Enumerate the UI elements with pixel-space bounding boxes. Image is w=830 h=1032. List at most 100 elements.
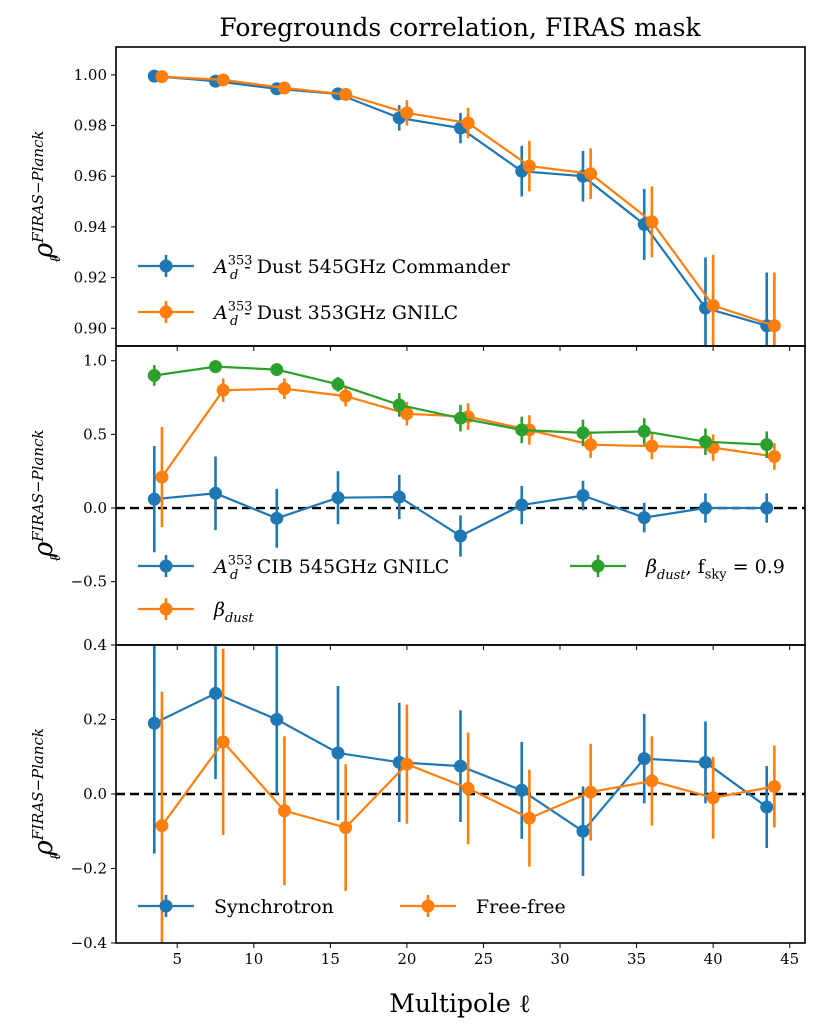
legend-label: A353 d - Dust 545GHz Commander bbox=[212, 253, 511, 283]
data-point bbox=[392, 490, 406, 504]
series-line bbox=[161, 387, 775, 478]
x-tick-label: 5 bbox=[172, 950, 182, 968]
legend-entry-1: A353 d - CIB 545GHz GNILC bbox=[138, 553, 449, 583]
series-2 bbox=[155, 70, 781, 346]
data-point bbox=[760, 501, 774, 515]
y-tick-label: 0.5 bbox=[83, 425, 107, 443]
axes-frame bbox=[115, 644, 806, 944]
data-point bbox=[645, 215, 659, 229]
data-point bbox=[400, 407, 414, 421]
x-tick-label: 45 bbox=[780, 950, 799, 968]
data-point bbox=[331, 746, 345, 760]
data-point bbox=[576, 426, 590, 440]
legend-entry-2: βdust bbox=[138, 598, 254, 626]
legend: Synchrotron Free-free bbox=[138, 895, 566, 918]
data-point bbox=[277, 382, 291, 396]
panel-3: −0.4 −0.2 0.0 0.2 0.4 5 10 15 20 25 30 35 40 45 ρFIRAS… bbox=[29, 636, 806, 968]
data-point bbox=[576, 489, 590, 502]
data-point bbox=[767, 780, 781, 794]
data-point bbox=[576, 824, 590, 838]
legend-entry-2: A353 d - Dust 353GHz GNILC bbox=[138, 299, 458, 329]
legend: A353 d - CIB 545GHz GNILC βdust βdust, fsky… bbox=[138, 553, 785, 626]
data-point bbox=[515, 423, 529, 437]
x-axis-label: Multipole ℓ bbox=[389, 989, 531, 1018]
data-point bbox=[216, 73, 230, 87]
data-point bbox=[155, 470, 169, 484]
x-tick-label: 40 bbox=[704, 950, 723, 968]
data-point bbox=[637, 424, 651, 438]
series-3 bbox=[147, 360, 774, 458]
legend-marker bbox=[159, 559, 173, 573]
data-point bbox=[277, 81, 291, 95]
legend-entry-1: Synchrotron bbox=[138, 895, 334, 918]
data-point bbox=[155, 819, 169, 833]
data-point bbox=[339, 87, 353, 101]
legend-marker bbox=[159, 899, 173, 913]
data-point bbox=[339, 389, 353, 403]
y-tick-label: −0.2 bbox=[71, 860, 107, 878]
panel-2: −0.5 0.0 0.5 1.0 ρFIRAS−Planckℓ A353 d - CIB 5… bbox=[29, 345, 806, 650]
data-point bbox=[637, 752, 651, 766]
data-point bbox=[760, 438, 774, 452]
data-point bbox=[277, 804, 291, 818]
y-tick-label: −0.4 bbox=[71, 934, 107, 952]
y-tick-label: 1.00 bbox=[74, 66, 107, 84]
legend-marker bbox=[421, 899, 435, 913]
legend-entry-1: A353 d - Dust 545GHz Commander bbox=[138, 253, 511, 283]
data-point bbox=[209, 360, 223, 374]
legend-marker bbox=[159, 259, 173, 273]
series-1 bbox=[147, 645, 774, 876]
legend-entry-2: Free-free bbox=[400, 895, 566, 918]
panels: 0.90 0.92 0.94 0.96 0.98 1.00 ρFIRAS−Planckℓ A3… bbox=[29, 46, 806, 968]
y-tick-label: −0.5 bbox=[71, 573, 107, 591]
data-point bbox=[331, 377, 345, 391]
x-tick-label: 20 bbox=[397, 950, 416, 968]
y-tick-label: 0.4 bbox=[83, 636, 107, 654]
x-tick-label: 10 bbox=[244, 950, 263, 968]
plot-area bbox=[116, 360, 805, 557]
data-point bbox=[270, 363, 284, 377]
y-tick-label: 0.0 bbox=[83, 499, 107, 517]
panel-1: 0.90 0.92 0.94 0.96 0.98 1.00 ρFIRAS−Planckℓ A3… bbox=[29, 46, 806, 351]
data-point bbox=[698, 501, 712, 515]
data-point bbox=[584, 438, 598, 452]
x-tick-label: 25 bbox=[474, 950, 493, 968]
data-point bbox=[645, 439, 659, 453]
data-point bbox=[637, 511, 651, 525]
y-axis-label: ρFIRAS−Planckℓ bbox=[29, 430, 64, 562]
legend-label: βdust, fsky = 0.9 bbox=[645, 556, 785, 583]
series-2 bbox=[155, 378, 781, 528]
data-point bbox=[522, 811, 536, 825]
data-point bbox=[698, 755, 712, 769]
y-tick-label: 0.2 bbox=[83, 711, 107, 729]
data-point bbox=[155, 70, 169, 84]
data-point bbox=[216, 735, 230, 749]
y-tick-label: 0.96 bbox=[74, 167, 107, 185]
y-axis-label: ρFIRAS−Planckℓ bbox=[29, 728, 64, 860]
data-point bbox=[645, 774, 659, 788]
chart-title: Foregrounds correlation, FIRAS mask bbox=[219, 13, 701, 42]
legend-label: βdust bbox=[213, 599, 254, 626]
legend-entry-3: βdust, fsky = 0.9 bbox=[570, 555, 785, 583]
data-point bbox=[454, 411, 467, 425]
data-point bbox=[767, 319, 781, 333]
x-tick-label: 30 bbox=[550, 950, 569, 968]
data-point bbox=[760, 800, 774, 814]
data-point bbox=[331, 491, 345, 505]
data-point bbox=[706, 791, 720, 805]
data-point bbox=[515, 498, 529, 512]
data-point bbox=[461, 781, 475, 795]
data-point bbox=[454, 759, 467, 773]
y-tick-label: 1.0 bbox=[83, 352, 107, 370]
data-point bbox=[400, 757, 414, 771]
series-2 bbox=[155, 648, 781, 943]
data-point bbox=[698, 435, 712, 449]
legend-label: Free-free bbox=[476, 896, 566, 918]
data-point bbox=[584, 785, 598, 799]
data-point bbox=[209, 686, 223, 700]
y-tick-label: 0.90 bbox=[74, 319, 107, 337]
legend-marker bbox=[159, 305, 173, 319]
series-1 bbox=[147, 69, 774, 346]
data-point bbox=[454, 529, 467, 543]
